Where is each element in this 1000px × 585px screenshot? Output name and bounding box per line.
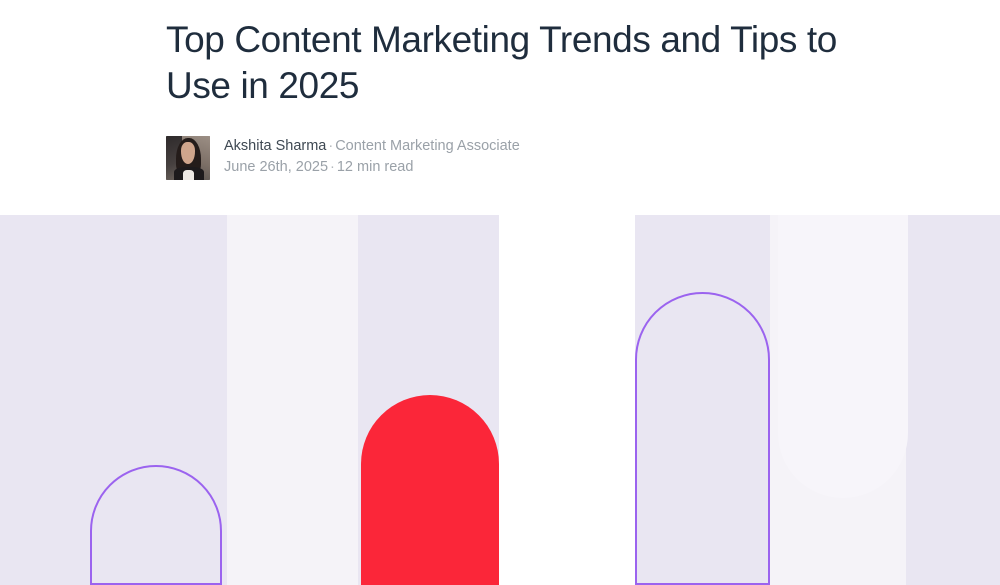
hero-shape-white-pill-down [499,215,635,585]
byline-meta-line: June 26th, 2025 · 12 min read [224,158,520,177]
hero-shape-light-pill-down [778,215,908,498]
hero-illustration [0,215,1000,585]
byline: Akshita Sharma · Content Marketing Associa… [166,136,520,180]
byline-text: Akshita Sharma · Content Marketing Associa… [224,136,520,177]
author-role: Content Marketing Associate [335,138,520,154]
avatar-collar [182,170,195,180]
hero-shape-purple-outline-left [90,465,222,585]
byline-separator-author: · [328,138,334,154]
author-name[interactable]: Akshita Sharma [224,138,327,154]
avatar-face [181,142,196,165]
published-date: June 26th, 2025 [224,159,329,175]
byline-author-line: Akshita Sharma · Content Marketing Associa… [224,137,520,156]
page-title: Top Content Marketing Trends and Tips to… [166,19,837,106]
read-time: 12 min read [336,159,414,175]
hero-shape-red-pill [361,395,499,585]
article-header: Top Content Marketing Trends and Tips to… [0,0,1000,215]
hero-band-light-1 [227,215,358,585]
byline-separator-meta: · [330,159,335,175]
avatar[interactable] [166,136,210,180]
hero-shape-purple-outline-right [635,292,770,585]
